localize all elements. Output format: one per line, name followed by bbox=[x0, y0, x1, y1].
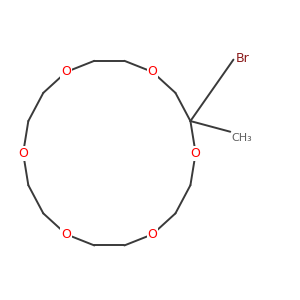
Text: O: O bbox=[61, 228, 71, 241]
Text: O: O bbox=[148, 228, 158, 241]
Text: O: O bbox=[191, 147, 201, 160]
Text: O: O bbox=[148, 65, 158, 78]
Text: CH₃: CH₃ bbox=[232, 133, 253, 143]
Text: Br: Br bbox=[236, 52, 250, 65]
Text: O: O bbox=[18, 147, 28, 160]
Text: O: O bbox=[61, 65, 71, 78]
